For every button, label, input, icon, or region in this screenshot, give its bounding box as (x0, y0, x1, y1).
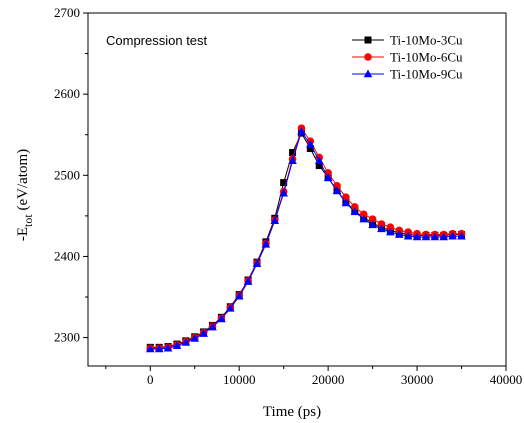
y-tick-label: 2400 (54, 248, 80, 263)
plot-frame (87, 12, 507, 367)
data-point (234, 291, 244, 300)
data-point (289, 149, 297, 157)
series-3 (145, 126, 466, 353)
x-tick-label: 0 (147, 372, 154, 387)
y-axis-title-main: -E (15, 227, 31, 241)
data-point (412, 232, 422, 241)
annotation-text: Compression test (106, 33, 208, 48)
data-point (394, 230, 404, 238)
y-tick-label: 2700 (54, 5, 80, 20)
data-point (377, 220, 386, 228)
data-point (252, 259, 262, 268)
data-point (314, 156, 324, 164)
data-point (403, 231, 413, 240)
data-point (190, 333, 200, 342)
data-point (243, 277, 253, 285)
series-layer (145, 124, 466, 353)
data-point (341, 198, 351, 207)
data-point (421, 232, 431, 241)
data-point (359, 210, 368, 219)
x-tick-label: 30000 (401, 372, 434, 387)
x-tick-label: 20000 (312, 372, 345, 387)
data-point (288, 156, 297, 164)
data-point (368, 220, 377, 229)
y-tick-label: 2300 (54, 330, 80, 345)
data-point (377, 224, 386, 233)
data-point (297, 126, 306, 135)
data-point (351, 203, 359, 211)
data-point (430, 232, 440, 241)
x-tick-label: 10000 (223, 372, 256, 387)
data-point (315, 162, 323, 170)
y-axis-title-subscript: tot (21, 214, 35, 227)
data-point (280, 179, 288, 187)
data-point (145, 344, 155, 353)
data-point (342, 193, 350, 202)
data-point (386, 223, 395, 232)
data-point (439, 232, 449, 241)
data-point (270, 216, 280, 225)
data-point (217, 314, 226, 323)
data-point (448, 231, 457, 240)
legend-item: Ti-10Mo-3Cu (352, 33, 463, 48)
x-tick-label: 40000 (490, 372, 523, 387)
legend-label: Ti-10Mo-3Cu (390, 33, 463, 48)
legend-label: Ti-10Mo-9Cu (390, 67, 463, 82)
data-point (350, 207, 360, 216)
y-axis-title: -Etot (eV/atom) (15, 149, 35, 241)
legend-swatch-marker (363, 69, 373, 78)
legend-item: Ti-10Mo-9Cu (352, 67, 463, 82)
data-point (172, 341, 182, 350)
legend: Ti-10Mo-3Cu Ti-10Mo-6Cu Ti-10Mo-9Cu (352, 33, 463, 82)
y-tick-label: 2600 (54, 86, 80, 101)
data-point (332, 186, 342, 195)
legend-label: Ti-10Mo-6Cu (390, 50, 463, 65)
data-point (386, 227, 395, 236)
tick-labels: 0 10000 20000 30000 40000 2300 2400 2500 2600 270… (54, 5, 522, 387)
data-point (181, 337, 191, 346)
data-point (163, 343, 173, 352)
legend-swatch-marker (364, 36, 372, 44)
data-point (199, 329, 208, 337)
legend-item: Ti-10Mo-6Cu (352, 50, 463, 65)
data-point (306, 145, 314, 153)
y-tick-label: 2500 (54, 167, 80, 182)
data-point (279, 188, 288, 197)
data-point (208, 322, 217, 331)
legend-swatch-marker (364, 53, 372, 61)
data-point (359, 214, 369, 223)
x-axis-title: Time (ps) (263, 404, 321, 420)
data-point (457, 231, 466, 240)
data-point (306, 139, 315, 148)
y-axis-title-unit: (eV/atom) (15, 149, 31, 214)
data-point (368, 215, 377, 223)
data-point (323, 173, 333, 182)
data-point (261, 239, 271, 248)
data-point (154, 344, 164, 353)
data-point (225, 303, 235, 312)
